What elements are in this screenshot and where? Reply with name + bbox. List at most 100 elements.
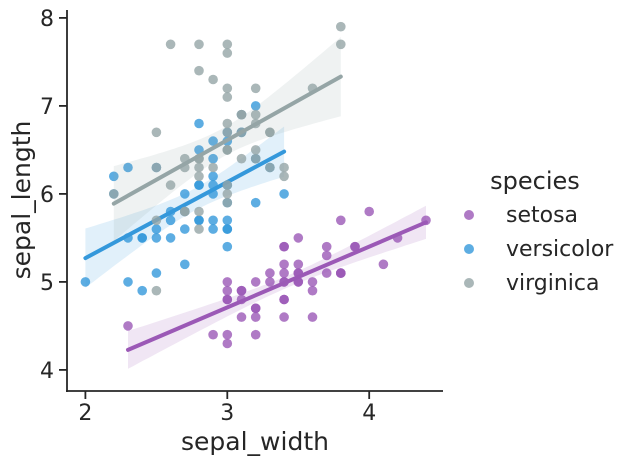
data-point <box>123 321 133 331</box>
data-point <box>321 268 332 278</box>
scatter-points <box>109 21 346 296</box>
data-point <box>194 39 204 50</box>
data-point <box>137 233 147 243</box>
data-point <box>80 277 91 287</box>
data-point <box>279 241 289 252</box>
data-point <box>222 329 233 340</box>
data-point <box>336 268 346 278</box>
data-point <box>222 241 233 252</box>
y-tick-label: 8 <box>40 7 54 32</box>
data-point <box>194 215 204 226</box>
data-point <box>279 259 289 270</box>
data-point <box>336 39 346 50</box>
regression-line <box>111 74 343 206</box>
data-point <box>250 153 261 164</box>
data-point <box>165 215 176 226</box>
data-point <box>137 285 147 296</box>
legend: species setosa versicolor virginica <box>456 165 614 300</box>
data-point <box>222 277 233 287</box>
legend-item-virginica: virginica <box>456 266 614 300</box>
x-tick-label: 2 <box>78 401 92 426</box>
data-point <box>279 294 289 305</box>
data-point <box>321 250 332 261</box>
data-point <box>250 277 261 287</box>
x-tick-label: 4 <box>362 401 376 426</box>
data-point <box>265 277 275 287</box>
data-point <box>194 171 204 182</box>
data-point <box>194 65 204 76</box>
y-tick-label: 4 <box>40 359 54 384</box>
setosa-marker-icon <box>464 210 474 220</box>
data-point <box>350 241 360 252</box>
data-point <box>165 180 176 190</box>
data-point <box>208 162 218 173</box>
data-point <box>250 312 261 322</box>
data-point <box>250 101 261 111</box>
data-point <box>194 162 204 173</box>
data-point <box>222 215 233 226</box>
data-point <box>222 127 233 138</box>
data-point <box>151 215 162 226</box>
data-point <box>321 241 332 252</box>
data-point <box>151 285 162 296</box>
data-point <box>151 268 162 278</box>
data-point <box>180 189 190 199</box>
data-point <box>194 118 204 129</box>
regression-line <box>83 149 287 261</box>
x-axis-label: sepal_width <box>181 427 329 456</box>
data-point <box>279 171 289 182</box>
data-point <box>250 83 261 94</box>
series-setosa <box>123 205 431 369</box>
data-point <box>165 39 176 50</box>
data-point <box>180 259 190 270</box>
data-point <box>194 180 204 190</box>
data-point <box>123 162 133 173</box>
virginica-marker-icon <box>464 278 474 288</box>
data-point <box>208 136 218 146</box>
data-point <box>109 171 119 182</box>
data-point <box>279 189 289 199</box>
axes-layer: 2 3 4 4 5 6 7 8 <box>40 7 443 426</box>
data-point <box>222 48 233 58</box>
data-point <box>222 197 233 208</box>
data-point <box>265 127 275 138</box>
data-point <box>279 312 289 322</box>
data-point <box>222 180 233 190</box>
y-tick-label: 7 <box>40 95 54 120</box>
data-point <box>336 215 346 226</box>
data-point <box>265 162 275 173</box>
data-point <box>293 233 304 243</box>
data-point <box>279 162 289 173</box>
series-virginica <box>109 21 346 296</box>
legend-item-label: setosa <box>506 202 579 228</box>
data-point <box>236 285 247 296</box>
data-point <box>151 162 162 173</box>
data-point <box>378 259 389 270</box>
data-point <box>250 109 261 120</box>
data-point <box>279 268 289 278</box>
data-point <box>222 338 233 349</box>
data-point <box>236 312 247 322</box>
data-point <box>151 127 162 138</box>
data-point <box>364 206 375 217</box>
data-point <box>222 189 233 199</box>
data-point <box>208 215 218 226</box>
data-point <box>151 224 162 234</box>
data-point <box>208 74 218 85</box>
data-point <box>222 118 233 129</box>
legend-item-setosa: setosa <box>456 198 614 232</box>
data-point <box>208 329 218 340</box>
data-point <box>250 145 261 155</box>
data-point <box>180 224 190 234</box>
data-point <box>236 153 247 164</box>
data-point <box>194 224 204 234</box>
y-axis-label: sepal_length <box>7 121 36 280</box>
legend-title: species <box>490 167 580 195</box>
data-point <box>250 303 261 314</box>
data-point <box>222 83 233 94</box>
data-point <box>307 277 318 287</box>
data-point <box>194 206 204 217</box>
data-point <box>151 233 162 243</box>
data-point <box>250 329 261 340</box>
